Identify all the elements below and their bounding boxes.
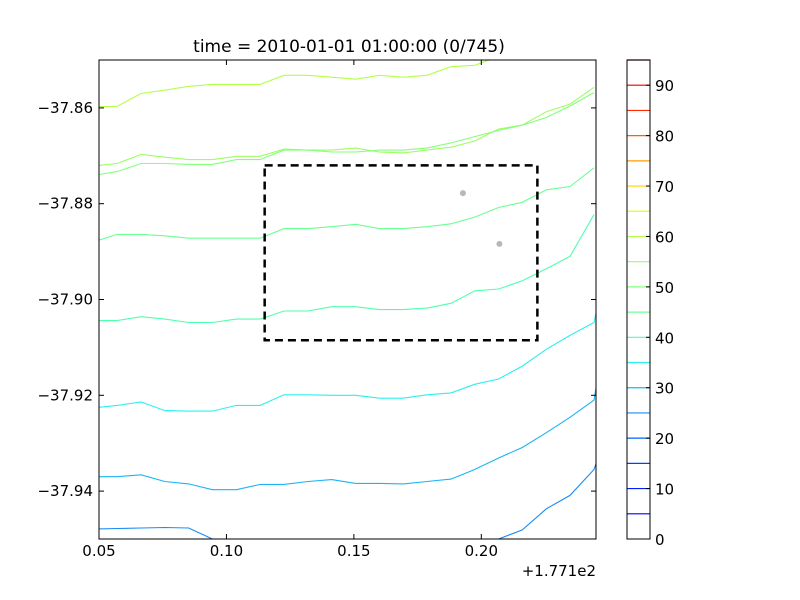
y-tick-label: −37.94 <box>37 482 93 500</box>
y-tick-label: −37.86 <box>37 99 93 117</box>
contour-line-50 <box>99 92 595 176</box>
marker-points <box>459 190 503 247</box>
colorbar-tick-label: 50 <box>655 279 674 297</box>
contour-line-60 <box>99 60 490 108</box>
colorbar-background <box>627 60 650 539</box>
marker-point-2 <box>496 240 503 247</box>
contour-line-35 <box>99 310 596 412</box>
colorbar-tick-label: 0 <box>655 531 665 549</box>
x-tick-label: 0.10 <box>210 542 243 560</box>
colorbar-tick-label: 60 <box>655 228 674 246</box>
colorbar-tick-label: 80 <box>655 128 674 146</box>
plot-area: 0.05 0.10 0.15 0.20 −37.86 −37.88 −37.90 −37.9… <box>37 59 597 580</box>
y-tick-label: −37.92 <box>37 386 93 404</box>
colorbar-tick-label: 20 <box>655 430 674 448</box>
contour-line-45 <box>99 167 595 241</box>
y-tick-label: −37.90 <box>37 291 93 309</box>
colorbar-tick-label: 10 <box>655 481 674 499</box>
colorbar-frame <box>626 59 651 540</box>
chart-title: time = 2010-01-01 01:00:00 (0/745) <box>193 37 505 57</box>
contour-line-40 <box>99 214 595 324</box>
dashed-region-box <box>263 164 539 342</box>
y-axis: −37.86 −37.88 −37.90 −37.92 −37.94 <box>37 99 596 500</box>
y-tick-label: −37.88 <box>37 195 93 213</box>
x-tick-label: 0.05 <box>82 542 115 560</box>
x-tick-label: 0.20 <box>465 542 498 560</box>
colorbar-tick-label: 40 <box>655 329 674 347</box>
contour-line-25 <box>99 461 596 539</box>
x-offset-label: +1.771e2 <box>522 562 596 580</box>
x-axis: 0.05 0.10 0.15 0.20 <box>82 60 498 560</box>
colorbar-tick-label: 90 <box>655 77 674 95</box>
colorbar-tick-label: 70 <box>655 178 674 196</box>
colorbar: 0 10 20 30 40 50 60 70 80 90 <box>626 59 674 549</box>
contour-line-55 <box>99 86 595 166</box>
region-box <box>263 164 539 342</box>
marker-point-1 <box>459 190 466 197</box>
contour-lines <box>99 60 596 539</box>
contour-line-30 <box>99 384 596 491</box>
colorbar-tick-label: 30 <box>655 380 674 398</box>
x-tick-label: 0.15 <box>337 542 370 560</box>
plot-frame <box>98 59 597 540</box>
